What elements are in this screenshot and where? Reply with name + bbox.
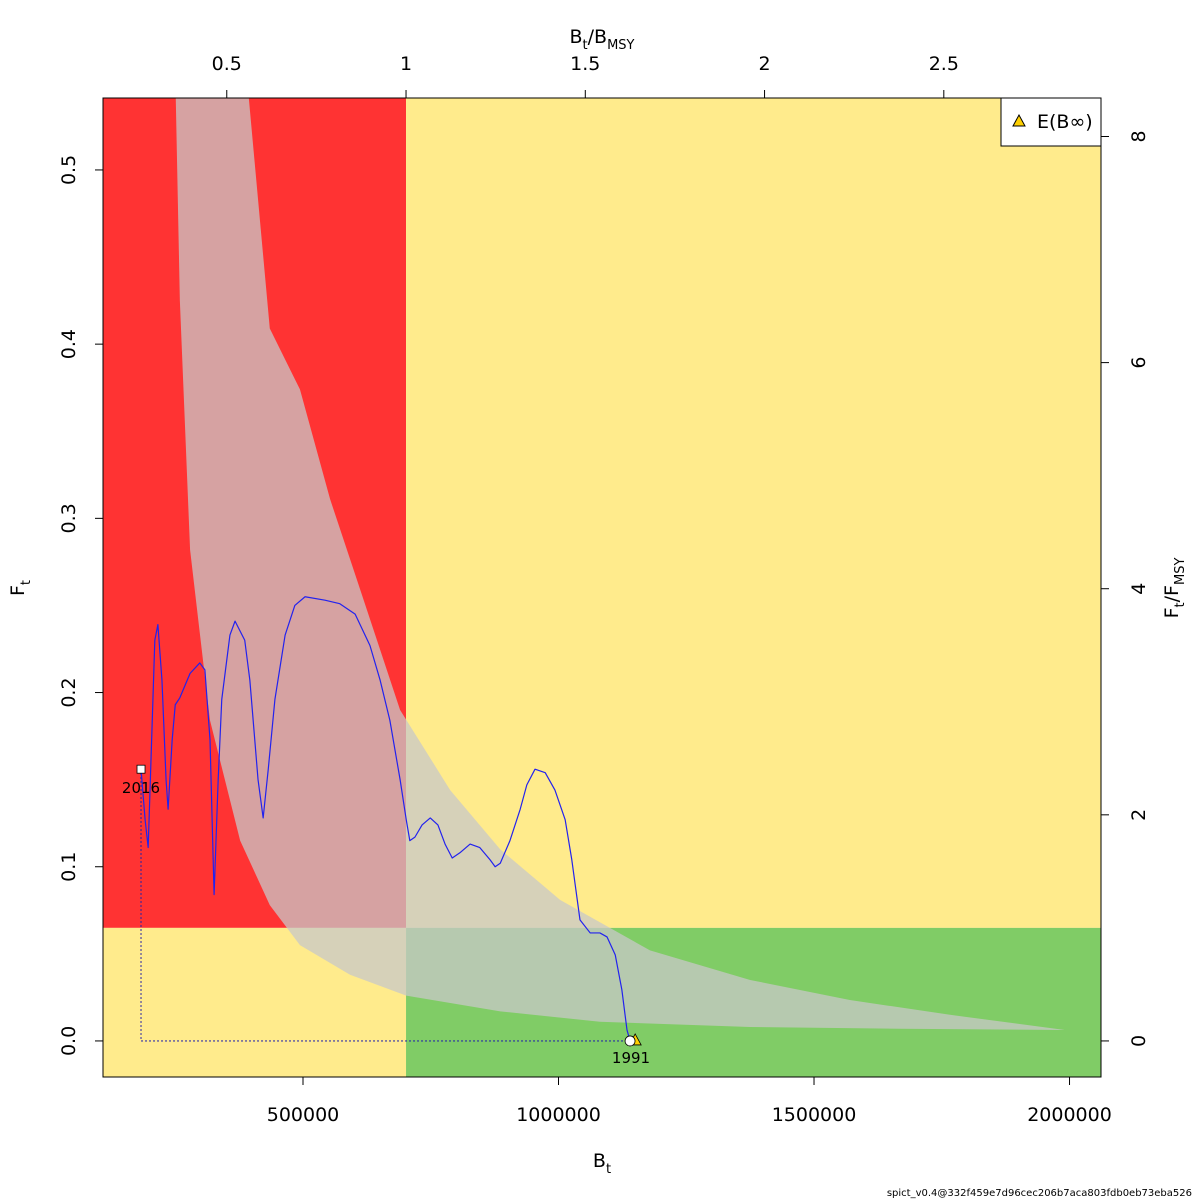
plot-frame	[102, 97, 1102, 1078]
y-tick-label: 0.4	[58, 329, 80, 359]
top-axis-label: Bt/BMSY	[569, 26, 634, 53]
end-year-label: 2016	[122, 779, 160, 797]
region-overfishing	[406, 98, 1101, 928]
start-year-label: 1991	[612, 1049, 650, 1067]
x-tick-label: 1000000	[516, 1104, 601, 1126]
y-tick-label: 0.5	[58, 155, 80, 185]
right-tick-label: 4	[1128, 583, 1150, 595]
legend-triangle-icon	[1012, 113, 1026, 127]
legend: E(B∞)	[1000, 97, 1102, 147]
y-tick-label: 0.0	[58, 1026, 80, 1056]
right-tick-label: 2	[1128, 809, 1150, 821]
y-tick-label: 0.3	[58, 503, 80, 533]
biomass-fishing-trajectory	[140, 596, 631, 1042]
right-axis-label: Ft/FMSY	[1161, 558, 1188, 619]
right-tick-label: 0	[1128, 1035, 1150, 1047]
x-axis-label: Bt	[593, 1150, 611, 1177]
right-tick-label: 8	[1128, 130, 1150, 142]
top-tick-label: 0.5	[212, 53, 242, 75]
top-tick-label: 1	[400, 53, 412, 75]
footer-version: spict_v0.4@332f459e7d96cec206b7aca803fdb…	[887, 1188, 1192, 1199]
x-tick-label: 2000000	[1027, 1104, 1112, 1126]
msy-confidence-band	[175, 98, 1065, 1030]
top-tick-label: 2.5	[929, 53, 959, 75]
end-point-2016	[136, 764, 146, 774]
x-tick-label: 500000	[267, 1104, 340, 1126]
top-tick-label: 2	[759, 53, 771, 75]
legend-label: E(B∞)	[1037, 111, 1093, 133]
y-axis-label: Ft	[7, 580, 34, 596]
msy-band	[175, 98, 1065, 1030]
trajectory	[136, 596, 642, 1047]
top-tick-label: 1.5	[570, 53, 600, 75]
x-tick-label: 1500000	[772, 1104, 857, 1126]
y-tick-label: 0.1	[58, 852, 80, 882]
y-tick-label: 0.2	[58, 677, 80, 707]
right-tick-label: 6	[1128, 357, 1150, 369]
start-point-1991	[624, 1035, 636, 1047]
